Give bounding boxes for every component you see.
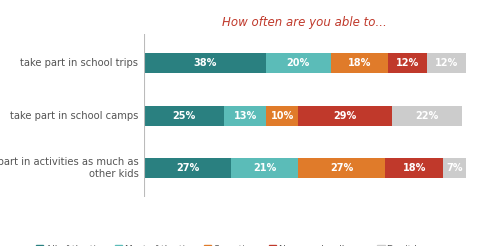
Bar	[392, 106, 462, 125]
Bar	[299, 106, 392, 125]
Bar	[144, 106, 224, 125]
Bar	[443, 158, 466, 178]
Bar	[427, 53, 466, 73]
Text: 25%: 25%	[173, 111, 196, 121]
Text: 27%: 27%	[330, 163, 353, 173]
Bar	[266, 106, 299, 125]
Text: 20%: 20%	[287, 58, 310, 68]
Text: 21%: 21%	[253, 163, 276, 173]
Bar	[144, 53, 266, 73]
Text: 10%: 10%	[271, 111, 294, 121]
Bar	[299, 158, 385, 178]
Text: 38%: 38%	[193, 58, 217, 68]
Bar	[224, 106, 266, 125]
Text: 13%: 13%	[234, 111, 257, 121]
Text: 12%: 12%	[435, 58, 458, 68]
Bar	[388, 53, 427, 73]
Text: 29%: 29%	[334, 111, 357, 121]
Text: 12%: 12%	[396, 58, 420, 68]
Text: 18%: 18%	[402, 163, 426, 173]
Bar	[266, 53, 331, 73]
Bar	[144, 158, 231, 178]
Text: 27%: 27%	[176, 163, 199, 173]
Legend: All of the time, Most of the time, Sometimes, Never or hardly ever, Don't know: All of the time, Most of the time, Somet…	[36, 245, 438, 246]
Bar	[231, 158, 299, 178]
Text: 22%: 22%	[415, 111, 439, 121]
Bar	[331, 53, 388, 73]
Title: How often are you able to...: How often are you able to...	[222, 16, 387, 29]
Text: 7%: 7%	[446, 163, 463, 173]
Bar	[385, 158, 443, 178]
Text: 18%: 18%	[348, 58, 371, 68]
